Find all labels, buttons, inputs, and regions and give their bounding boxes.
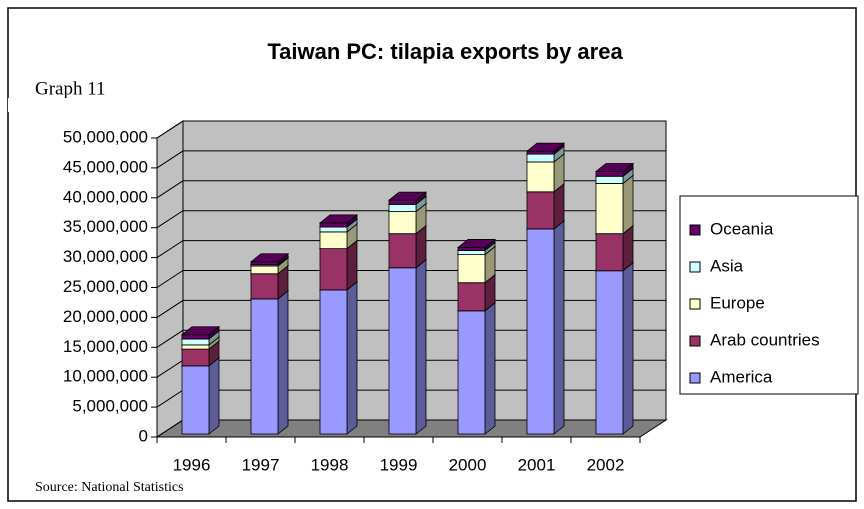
bar-segment xyxy=(181,348,210,367)
legend-label: Oceania xyxy=(710,219,774,238)
legend-swatch xyxy=(689,298,701,310)
grid-line xyxy=(156,210,666,229)
bar-top xyxy=(387,191,428,201)
legend-label: Europe xyxy=(710,293,765,312)
x-tick-label: 2002 xyxy=(587,455,625,474)
bar-segment xyxy=(319,222,348,228)
bar-segment xyxy=(181,338,210,346)
bar-segment xyxy=(595,171,624,177)
bar-segment xyxy=(526,150,555,155)
y-tick-label: 30,000,000 xyxy=(63,247,148,266)
x-tick-label: 1996 xyxy=(173,455,211,474)
grid-line xyxy=(156,329,666,348)
legend-box xyxy=(679,195,859,395)
bar-segment xyxy=(181,365,210,435)
y-tick-label: 45,000,000 xyxy=(63,157,148,176)
bar-top xyxy=(594,163,635,172)
x-tick-label: 2000 xyxy=(449,455,487,474)
grid-line xyxy=(156,270,666,288)
legend-swatch xyxy=(689,372,701,384)
legend-label: America xyxy=(710,367,773,386)
bar-segment xyxy=(526,153,555,163)
bar-side xyxy=(208,356,220,435)
grid-line xyxy=(156,120,666,139)
bar-side xyxy=(553,220,565,435)
bar-segment xyxy=(457,250,486,256)
legend-label: Arab countries xyxy=(710,330,820,349)
bar-segment xyxy=(250,261,279,266)
bar-segment xyxy=(181,344,210,350)
bar-segment xyxy=(388,211,417,235)
bar-side xyxy=(622,261,634,435)
bar-segment xyxy=(319,226,348,233)
y-tick-label: 50,000,000 xyxy=(63,127,148,146)
bar-segment xyxy=(526,161,555,193)
source-note: Source: National Statistics xyxy=(35,480,184,495)
x-tick-label: 1998 xyxy=(311,455,349,474)
bar-top xyxy=(318,214,359,224)
y-tick-label: 5,000,000 xyxy=(72,397,148,416)
y-tick-label: 0 xyxy=(139,426,148,445)
grid-line xyxy=(156,299,666,318)
y-tick-label: 25,000,000 xyxy=(63,277,148,296)
bar-side xyxy=(415,258,427,435)
grid-line xyxy=(156,150,666,169)
y-tick-label: 10,000,000 xyxy=(63,367,148,386)
bar-segment xyxy=(457,254,486,284)
grid-line xyxy=(156,180,666,199)
bar-segment xyxy=(319,248,348,291)
bar-segment xyxy=(388,267,417,435)
bar-side xyxy=(346,239,358,291)
x-tick-label: 2001 xyxy=(518,455,556,474)
bar-segment xyxy=(457,310,486,435)
bar-segment xyxy=(526,228,555,435)
legend-label: Asia xyxy=(710,256,744,275)
y-tick-label: 40,000,000 xyxy=(63,187,148,206)
bar-segment xyxy=(319,289,348,435)
legend-swatch xyxy=(689,224,701,236)
bar-side xyxy=(484,301,496,435)
bar-side xyxy=(277,290,289,435)
bar-side xyxy=(622,174,634,235)
bar-segment xyxy=(319,231,348,250)
bar-top xyxy=(180,326,221,336)
legend-swatch xyxy=(689,335,701,347)
x-tick-label: 1999 xyxy=(380,455,418,474)
legend-swatch xyxy=(689,261,701,273)
bar-segment xyxy=(250,298,279,435)
bar-segment xyxy=(181,334,210,340)
bar-segment xyxy=(595,233,624,272)
bar-segment xyxy=(388,233,417,269)
bar-segment xyxy=(388,199,417,205)
bar-segment xyxy=(250,265,279,275)
bar-top xyxy=(456,239,497,248)
bar-segment xyxy=(595,270,624,435)
y-tick-label: 35,000,000 xyxy=(63,217,148,236)
bar-segment xyxy=(388,203,417,212)
bar-segment xyxy=(457,247,486,251)
x-tick-label: 1997 xyxy=(242,455,280,474)
y-tick-label: 20,000,000 xyxy=(63,307,148,326)
bar-side xyxy=(346,281,358,435)
bar-segment xyxy=(526,191,555,230)
bar-segment xyxy=(457,282,486,312)
bar-segment xyxy=(250,273,279,300)
grid-line xyxy=(156,240,666,259)
bar-segment xyxy=(595,183,624,235)
y-tick-label: 15,000,000 xyxy=(63,337,148,356)
bar-segment xyxy=(595,175,624,184)
graph-label: Graph 11 xyxy=(35,78,106,99)
chart-title: Taiwan PC: tilapia exports by area xyxy=(267,39,623,64)
graph-label-clip xyxy=(8,98,208,112)
bar-top xyxy=(525,142,566,152)
bar-top xyxy=(249,253,290,263)
